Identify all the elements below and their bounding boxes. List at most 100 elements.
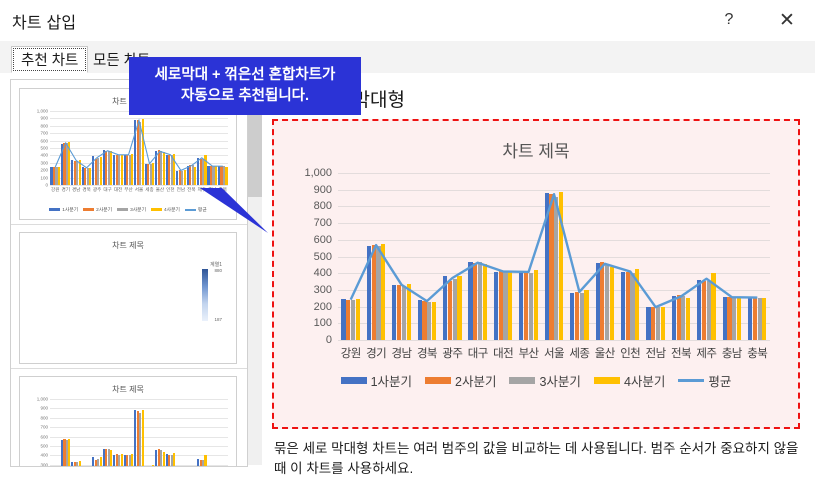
thumbnail-legend-swatch [151, 208, 162, 211]
list-item[interactable]: 차트 제목 계열1 880 187 [19, 232, 237, 364]
thumbnail-y-tick-label: 400 [40, 153, 48, 158]
chart-x-tick-label: 인천 [617, 345, 642, 361]
chart-bar [453, 279, 457, 340]
chart-y-tick-label: 600 [314, 234, 332, 246]
tab-recommended-charts[interactable]: 추천 차트 [11, 46, 88, 73]
chart-x-tick-label: 경기 [363, 345, 388, 361]
thumbnail-legend-swatch [185, 209, 196, 211]
thumbnail-y-tick-label: 100 [40, 175, 48, 180]
chart-y-tick-label: 100 [314, 317, 332, 329]
chart-legend-swatch [341, 377, 367, 384]
thumbnail-y-tick-label: 900 [40, 406, 48, 411]
thumbnail-legend-item: 2사분기 [83, 206, 112, 213]
chart-bar [727, 297, 731, 340]
chart-bar [422, 301, 426, 340]
thumbnail-x-tick-label: 인천 [165, 187, 175, 193]
thumbnail-bar-group [81, 399, 91, 467]
chart-y-tick-label: 400 [314, 267, 332, 279]
help-icon[interactable]: ? [712, 6, 746, 34]
chart-legend-label: 1사분기 [371, 371, 412, 390]
thumbnail-legend-item: 3사분기 [117, 206, 146, 213]
chart-bar [707, 281, 711, 340]
thumbnail-bar-group [197, 399, 207, 467]
thumbnail-legend-swatch [49, 208, 60, 211]
thumbnail-bar-group [218, 399, 228, 467]
thumbnail-title: 차트 제목 [20, 240, 236, 251]
thumbnail-bar-group [218, 111, 228, 185]
thumbnail-bar-group [123, 399, 133, 467]
thumbnail-y-tick-label: 800 [40, 123, 48, 128]
thumbnail-plot-area: 1,0009008007006005004003002001000강원경기경남경… [50, 399, 228, 467]
thumbnail-x-tick-label: 경남 [71, 187, 81, 193]
chart-x-tick-label: 세종 [567, 345, 592, 361]
chart-x-tick-label: 충북 [745, 345, 770, 361]
tab-recommended-charts-label: 추천 차트 [21, 49, 78, 70]
thumbnail-bar-group [50, 399, 60, 467]
thumbnail-x-tick-label: 부산 [123, 187, 133, 193]
chart-bar [402, 286, 406, 340]
chart-legend-label: 평균 [708, 371, 731, 390]
thumbnail-bar-group [144, 111, 154, 185]
chart-x-tick-label: 서울 [541, 345, 566, 361]
chart-list-scrollbar[interactable] [248, 79, 262, 465]
chart-bar [478, 262, 482, 340]
thumbnail-bar-group [155, 111, 165, 185]
chart-bar [545, 193, 549, 340]
chart-bar [549, 194, 553, 340]
thumbnail-legend-swatch [117, 208, 128, 211]
chart-bar-group [719, 173, 744, 340]
chart-y-tick-label: 900 [314, 184, 332, 196]
chart-bar [559, 192, 563, 340]
thumbnail-bar-group [165, 111, 175, 185]
thumbnail-bar-group [176, 111, 186, 185]
list-item[interactable]: 차트 제목 1,0009008007006005004003002001000강… [19, 376, 237, 467]
thumbnail-clustered-column-chart: 차트 제목 1,0009008007006005004003002001000강… [20, 377, 236, 467]
chart-bar [646, 307, 650, 340]
thumbnail-bar-group [134, 399, 144, 467]
chart-bar [392, 285, 396, 340]
chart-bar [529, 273, 533, 340]
thumbnail-bar-group [123, 111, 133, 185]
thumbnail-title: 차트 제목 [20, 384, 236, 395]
chart-bar-group [668, 173, 693, 340]
chart-legend-label: 2사분기 [455, 371, 496, 390]
chart-x-tick-label: 부산 [516, 345, 541, 361]
thumbnail-x-tick-label: 세종 [144, 187, 154, 193]
chart-y-tick-label: 800 [314, 200, 332, 212]
chart-bar [494, 272, 498, 340]
chart-bar [753, 297, 757, 340]
chart-x-tick-label: 전북 [668, 345, 693, 361]
chart-bar [672, 296, 676, 340]
chart-bar [397, 285, 401, 340]
thumbnail-x-tick-label: 경기 [60, 187, 70, 193]
chart-x-tick-label: 강원 [338, 345, 363, 361]
chart-bar [686, 298, 690, 340]
thumbnail-x-tick-label: 제주 [197, 187, 207, 193]
chart-legend-item: 4사분기 [594, 371, 665, 390]
chart-bar [737, 297, 741, 340]
chart-bar [723, 297, 727, 340]
chart-bar-group [617, 173, 642, 340]
chart-bar [656, 307, 660, 340]
chart-bar [630, 273, 634, 340]
thumbnail-bar-group [197, 111, 207, 185]
thumbnail-x-tick-label: 충남 [207, 187, 217, 193]
preview-description: 묶은 세로 막대형 차트는 여러 범주의 값을 비교하는 데 사용됩니다. 범주… [274, 439, 802, 479]
close-icon[interactable]: ✕ [770, 6, 804, 34]
thumbnail-x-tick-label: 전남 [176, 187, 186, 193]
chart-bar [677, 295, 681, 340]
chart-bar [711, 273, 715, 340]
chart-x-tick-label: 제주 [694, 345, 719, 361]
thumbnail-bar [150, 466, 152, 467]
thumbnail-legend-item: 평균 [185, 206, 207, 213]
thumbnail-bar [147, 466, 149, 467]
chart-bar [697, 280, 701, 340]
annotation-callout: 세로막대 + 꺾은선 혼합차트가 자동으로 추천됩니다. [129, 57, 361, 115]
